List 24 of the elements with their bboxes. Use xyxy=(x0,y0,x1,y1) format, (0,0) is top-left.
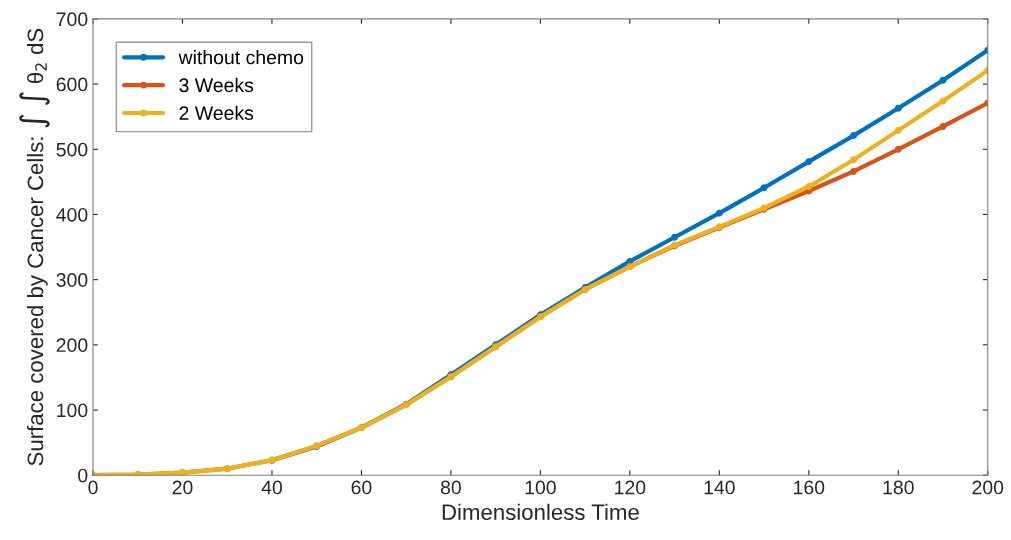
y-tick-label: 400 xyxy=(56,207,88,222)
x-tick-label: 60 xyxy=(351,480,372,495)
legend-label: without chemo xyxy=(178,50,304,65)
y-tick-label: 200 xyxy=(56,338,88,353)
x-tick-label: 100 xyxy=(525,480,556,495)
x-tick-label: 180 xyxy=(883,480,914,495)
x-tick-label: 20 xyxy=(172,480,193,495)
y-tick-label: 600 xyxy=(56,77,88,92)
x-tick-label: 120 xyxy=(615,480,646,495)
y-tick-label: 100 xyxy=(57,403,88,418)
x-tick-label: 140 xyxy=(704,480,735,495)
legend-label: 2 Weeks xyxy=(179,105,254,120)
y-axis-title: Surface covered by Cancer Cells: ∫ ∫ θ$_{2}$ dS xyxy=(19,28,50,466)
x-tick-label: 40 xyxy=(261,480,283,495)
x-tick-label: 80 xyxy=(440,480,461,495)
y-tick-label: 500 xyxy=(56,142,88,157)
x-tick-label: 160 xyxy=(794,480,825,495)
x-tick-label: 200 xyxy=(972,480,1004,495)
y-tick-label: 700 xyxy=(56,12,88,27)
y-tick-label: 300 xyxy=(56,273,88,287)
x-axis-title: Dimensionless Time xyxy=(442,503,639,521)
x-tick-label: 0 xyxy=(88,480,98,495)
legend-label: 3 Weeks xyxy=(179,77,254,93)
y-tick-label: 0 xyxy=(78,468,88,483)
